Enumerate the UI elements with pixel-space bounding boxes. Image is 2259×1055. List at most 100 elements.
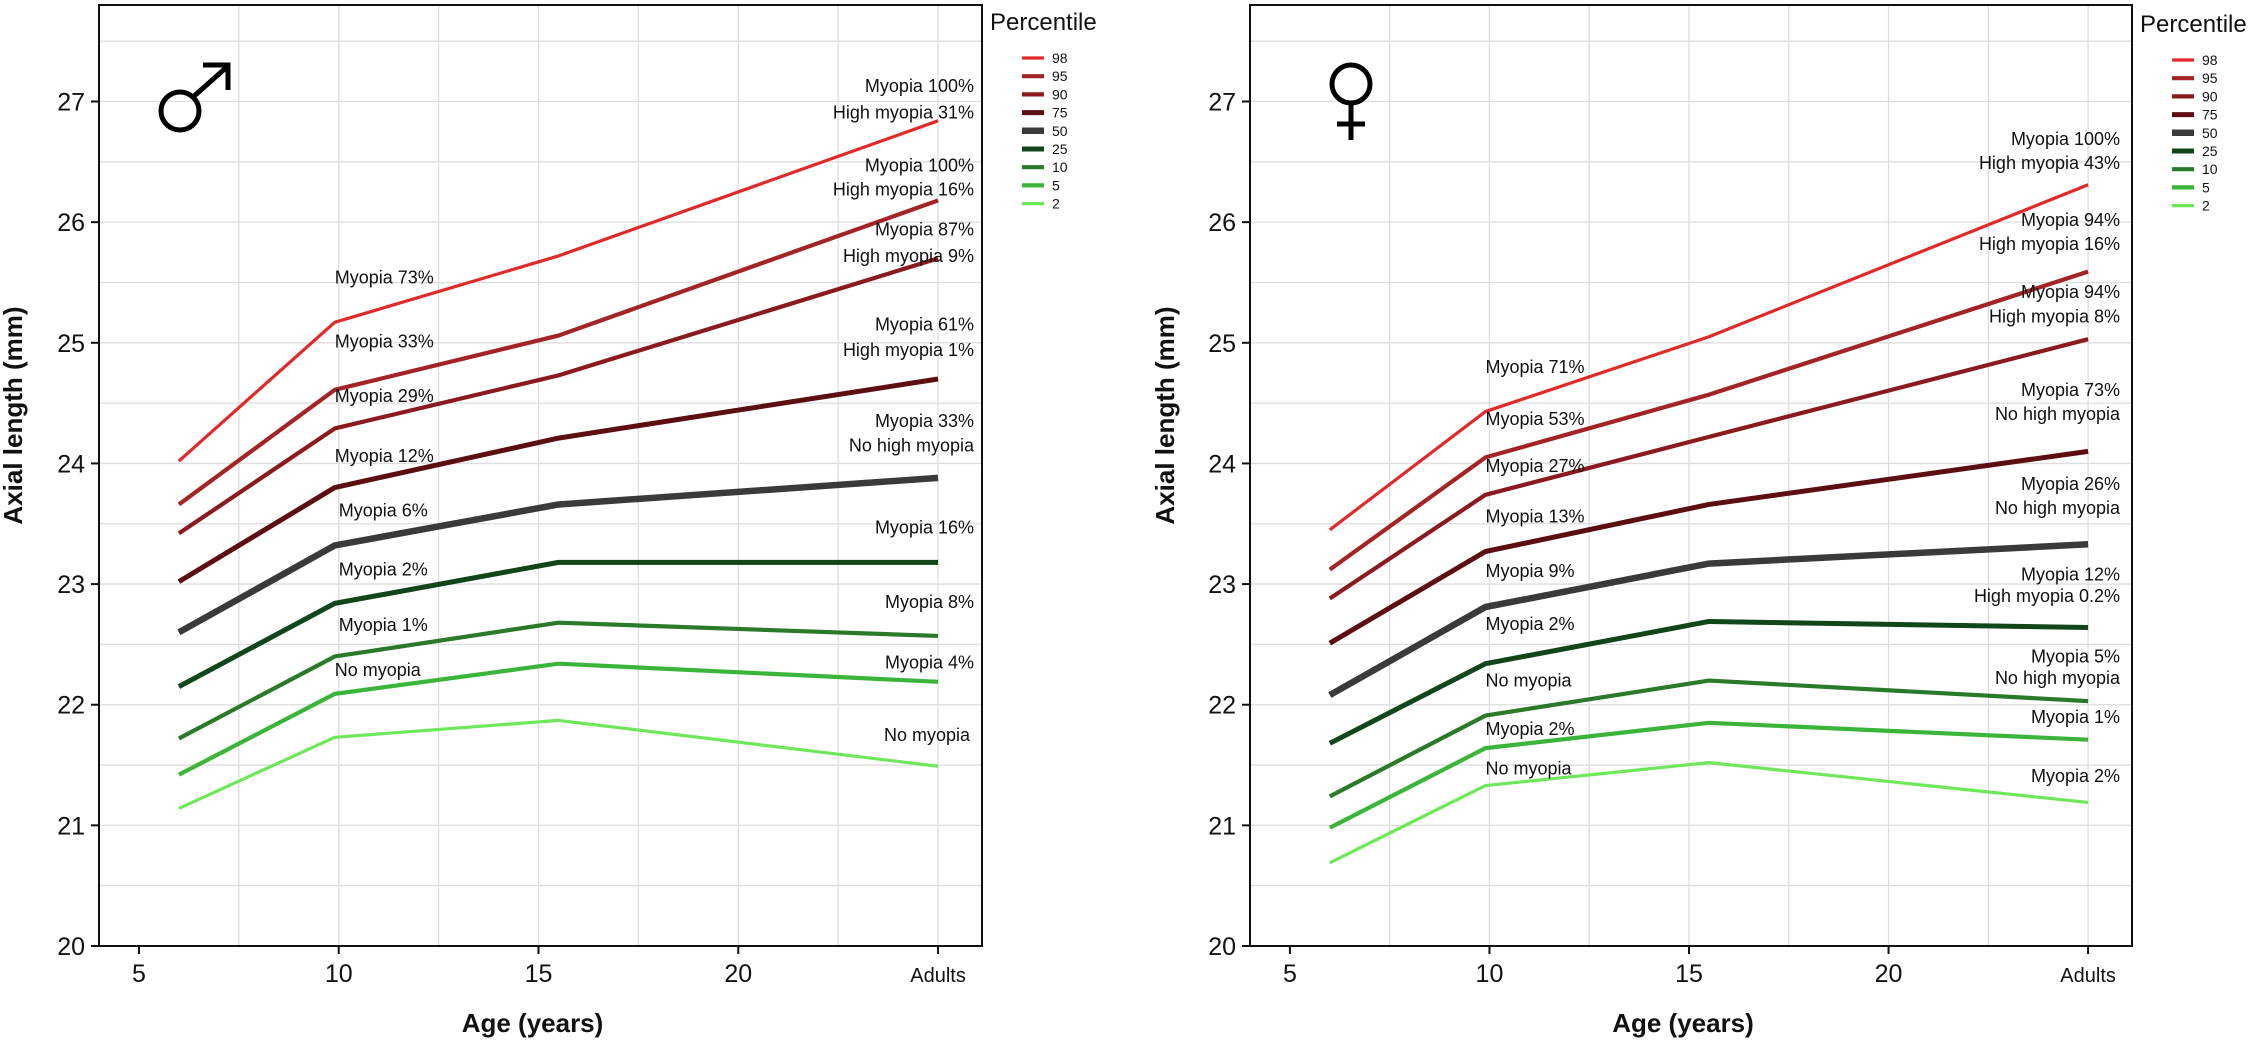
- legend-label: 2: [2202, 198, 2210, 214]
- data-annotation: Myopia 94%: [2021, 282, 2120, 302]
- y-axis-title: Axial length (mm): [0, 306, 28, 524]
- data-annotation: Myopia 1%: [339, 615, 428, 635]
- series-line-p10: [1328, 678, 2089, 799]
- legend-item: 2: [2172, 198, 2210, 214]
- x-axis-title: Age (years): [462, 1008, 604, 1038]
- x-tick-label: 10: [325, 960, 353, 988]
- data-annotation: Myopia 100%: [2011, 129, 2120, 149]
- x-tick-label: Adults: [2060, 965, 2116, 987]
- data-annotation: Myopia 100%: [865, 155, 974, 175]
- legend-label: 98: [1052, 50, 1068, 66]
- legend-label: 50: [2202, 125, 2218, 141]
- y-axis-title: Axial length (mm): [1150, 306, 1180, 524]
- legend-item: 90: [2172, 88, 2218, 104]
- legend-label: 50: [1052, 123, 1068, 139]
- data-annotation: Myopia 9%: [1485, 561, 1574, 581]
- y-tick-label: 21: [1208, 812, 1236, 840]
- data-annotation: No myopia: [1485, 671, 1572, 691]
- series-line-p98: [177, 119, 939, 463]
- y-tick-label: 25: [1208, 330, 1236, 358]
- legend-item: 95: [1022, 68, 1068, 84]
- legend-label: 25: [1052, 141, 1068, 157]
- data-annotation: No high myopia: [1995, 404, 2121, 424]
- y-tick-label: 23: [57, 571, 85, 599]
- data-annotation: High myopia 31%: [833, 102, 974, 122]
- series-line-p5: [177, 661, 939, 777]
- data-annotation: Myopia 73%: [335, 268, 434, 288]
- y-tick-label: 25: [57, 330, 85, 358]
- legend-label: 5: [2202, 179, 2210, 195]
- legend-item: 75: [1022, 105, 1068, 121]
- legend-item: 10: [2172, 161, 2218, 177]
- legend-item: 75: [2172, 107, 2218, 123]
- x-axis-title: Age (years): [1612, 1008, 1754, 1038]
- data-annotation: Myopia 73%: [2021, 380, 2120, 400]
- legend-label: 75: [2202, 107, 2218, 123]
- legend-label: 10: [1052, 159, 1068, 175]
- data-annotation: No high myopia: [849, 435, 975, 455]
- x-tick-label: 15: [525, 960, 553, 988]
- x-tick-label: 20: [1875, 960, 1903, 988]
- data-annotation: Myopia 4%: [885, 653, 974, 673]
- data-annotation: Myopia 87%: [875, 219, 974, 239]
- y-tick-label: 27: [57, 89, 85, 117]
- data-annotation: Myopia 6%: [339, 501, 428, 521]
- legend-item: 10: [1022, 159, 1068, 175]
- legend-label: 95: [2202, 70, 2218, 86]
- series-line-p2: [178, 718, 939, 810]
- legend: Percentile 98 95 90 75 50 25 10 5 2: [2140, 11, 2247, 214]
- series-line-p90: [1328, 337, 2089, 601]
- legend-item: 5: [1022, 177, 1060, 193]
- data-annotation: No high myopia: [1995, 498, 2121, 518]
- plot-frame: [1249, 4, 2133, 947]
- series-line-p90: [177, 256, 939, 536]
- series-line-p95: [1328, 269, 2089, 572]
- y-tick-label: 26: [1208, 209, 1236, 237]
- data-annotation: Myopia 33%: [875, 411, 974, 431]
- series-line-p95: [177, 198, 939, 507]
- y-tick-label: 22: [1208, 692, 1236, 720]
- legend-item: 98: [1022, 50, 1068, 66]
- x-tick-label: 5: [132, 960, 146, 988]
- legend-item: 2: [1022, 196, 1060, 212]
- legend-label: 25: [2202, 143, 2218, 159]
- data-annotation: Myopia 2%: [1485, 719, 1574, 739]
- x-tick-label: 20: [724, 960, 752, 988]
- legend-item: 5: [2172, 179, 2210, 195]
- legend-label: 5: [1052, 177, 1060, 193]
- data-annotation: Myopia 12%: [2021, 564, 2120, 584]
- data-annotation: High myopia 16%: [1979, 234, 2120, 254]
- series-line-p50: [177, 474, 939, 636]
- legend-label: 90: [1052, 86, 1068, 102]
- legend-item: 25: [2172, 143, 2218, 159]
- series-line-p5: [1328, 720, 2089, 830]
- plot-frame: [98, 4, 983, 947]
- female-symbol-icon: [1329, 62, 1373, 140]
- x-tick-label: 10: [1476, 960, 1504, 988]
- legend-title: Percentile: [2140, 11, 2247, 38]
- data-annotation: High myopia 9%: [843, 246, 974, 266]
- series-line-p50: [1328, 541, 2089, 698]
- data-annotation: No myopia: [335, 660, 422, 680]
- legend-item: 95: [2172, 70, 2218, 86]
- male-symbol-icon: [158, 62, 231, 133]
- y-tick-label: 20: [57, 933, 85, 961]
- legend-label: 75: [1052, 105, 1068, 121]
- y-tick-label: 23: [1208, 571, 1236, 599]
- data-annotation: Myopia 33%: [335, 332, 434, 352]
- legend-item: 98: [2172, 52, 2218, 68]
- data-annotation: Myopia 2%: [1485, 614, 1574, 634]
- series-line-p10: [177, 620, 939, 741]
- data-annotation: Myopia 71%: [1485, 357, 1584, 377]
- legend-item: 50: [1022, 123, 1068, 139]
- gridlines: [1250, 5, 2132, 946]
- data-annotation: High myopia 43%: [1979, 153, 2120, 173]
- data-annotation: Myopia 16%: [875, 517, 974, 537]
- series-line-p75: [177, 376, 939, 584]
- x-tick-label: 15: [1675, 960, 1703, 988]
- legend-label: 95: [1052, 68, 1068, 84]
- data-annotation: Myopia 2%: [339, 560, 428, 580]
